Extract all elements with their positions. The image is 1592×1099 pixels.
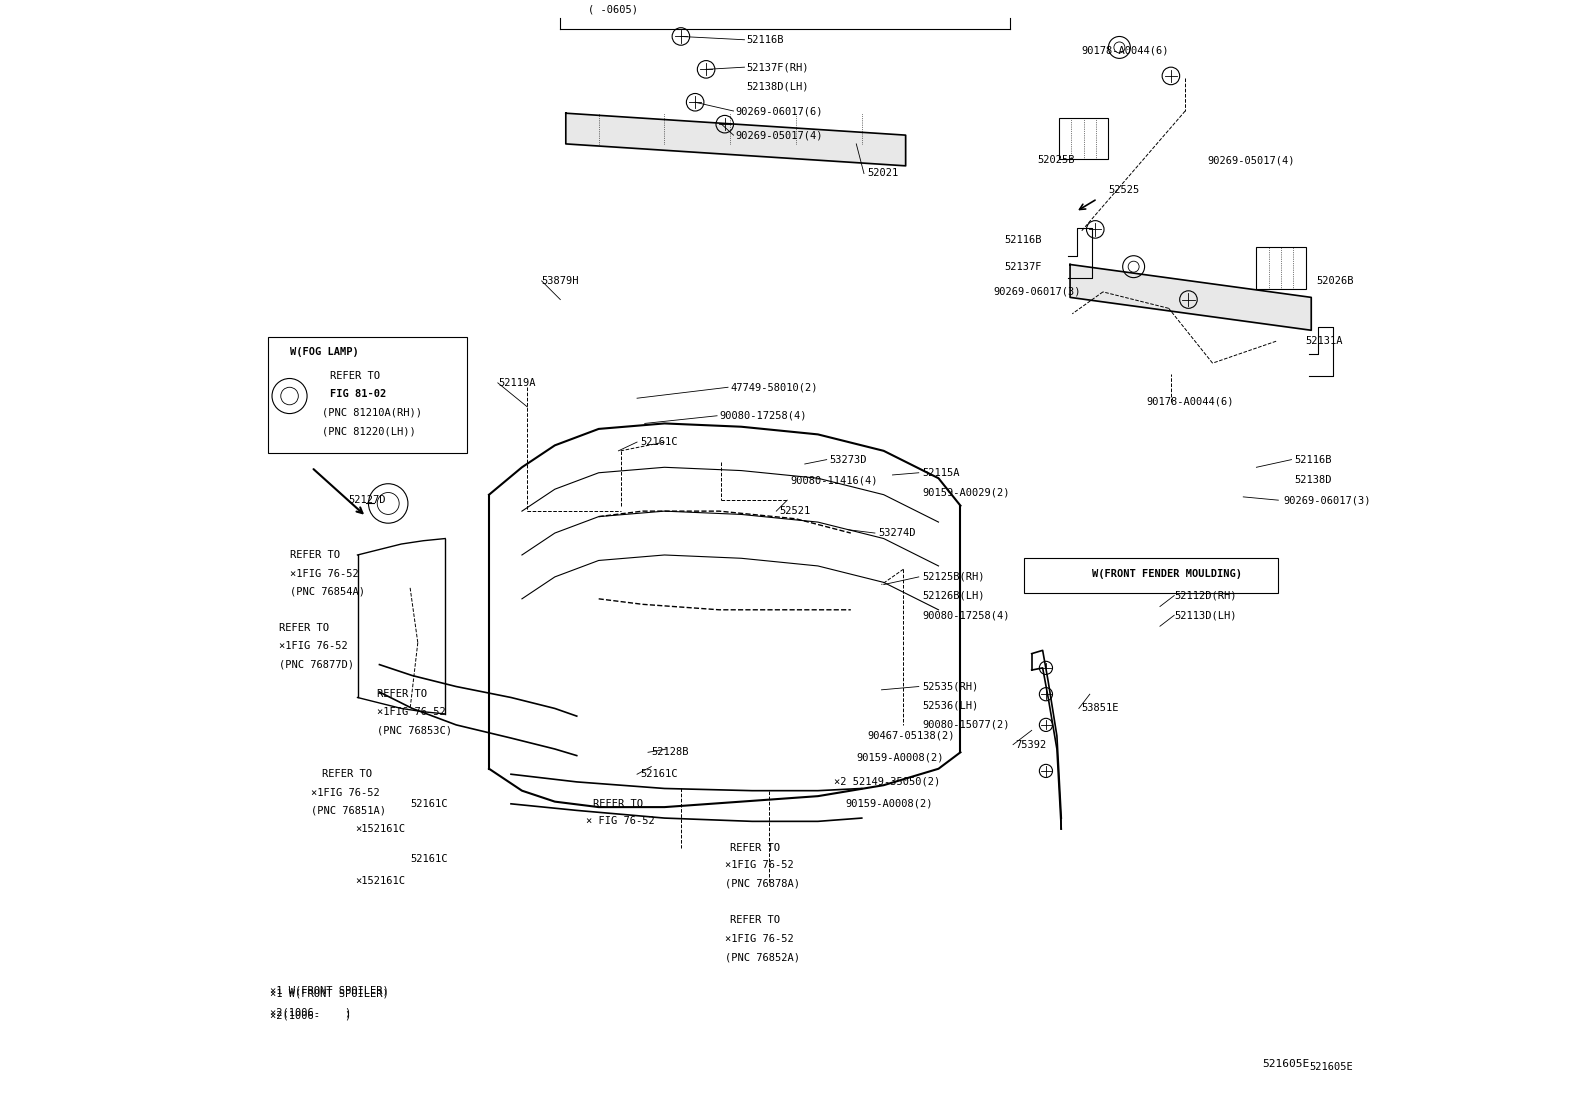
Text: 521605E: 521605E <box>1262 1059 1309 1069</box>
Text: 90159-A0008(2): 90159-A0008(2) <box>856 753 944 763</box>
Text: 52131A: 52131A <box>1305 336 1344 346</box>
Text: 52525: 52525 <box>1108 185 1140 195</box>
Text: 52161C: 52161C <box>640 437 678 447</box>
Text: FIG 81-02: FIG 81-02 <box>330 389 387 399</box>
Text: 52521: 52521 <box>780 507 810 517</box>
Text: 53273D: 53273D <box>829 455 866 465</box>
Text: ×152161C: ×152161C <box>355 824 406 834</box>
Text: 52126B(LH): 52126B(LH) <box>922 590 984 600</box>
Text: 52115A: 52115A <box>922 468 960 478</box>
Text: ( -0605): ( -0605) <box>587 4 638 14</box>
Text: ×1FIG 76-52: ×1FIG 76-52 <box>290 568 358 578</box>
Text: 90080-17258(4): 90080-17258(4) <box>720 411 807 421</box>
Text: 90269-06017(3): 90269-06017(3) <box>993 287 1081 297</box>
Text: ×152161C: ×152161C <box>355 876 406 886</box>
Text: 90080-11416(4): 90080-11416(4) <box>791 476 879 486</box>
Text: 90159-A0029(2): 90159-A0029(2) <box>922 488 1009 498</box>
Text: × FIG 76-52: × FIG 76-52 <box>586 817 654 826</box>
Text: 52026B: 52026B <box>1317 276 1355 286</box>
Text: REFER TO: REFER TO <box>323 769 373 779</box>
Text: ×1FIG 76-52: ×1FIG 76-52 <box>279 641 347 651</box>
Text: 52116B: 52116B <box>747 35 785 45</box>
Text: (PNC 76853C): (PNC 76853C) <box>377 725 452 735</box>
Text: 53274D: 53274D <box>879 528 915 539</box>
Text: 52113D(LH): 52113D(LH) <box>1175 610 1237 620</box>
Text: 52535(RH): 52535(RH) <box>922 681 979 691</box>
Text: (PNC 76852A): (PNC 76852A) <box>724 953 799 963</box>
Text: REFER TO: REFER TO <box>377 689 427 699</box>
Text: (PNC 76854A): (PNC 76854A) <box>290 586 365 596</box>
Text: ×1 W(FRONT SPOILER): ×1 W(FRONT SPOILER) <box>269 986 388 996</box>
Text: 52138D: 52138D <box>1294 476 1333 486</box>
Text: 90080-17258(4): 90080-17258(4) <box>922 610 1009 620</box>
Text: 52119A: 52119A <box>498 378 535 388</box>
Text: ×1FIG 76-52: ×1FIG 76-52 <box>312 788 380 798</box>
Text: 90178-A0044(6): 90178-A0044(6) <box>1146 397 1234 407</box>
Text: 90269-06017(6): 90269-06017(6) <box>736 106 823 116</box>
Text: ×2(1006-    ): ×2(1006- ) <box>269 1008 352 1018</box>
Text: REFER TO: REFER TO <box>330 371 380 381</box>
Text: ×1FIG 76-52: ×1FIG 76-52 <box>724 861 793 870</box>
Text: ×1 W(FRONT SPOILER): ×1 W(FRONT SPOILER) <box>269 988 388 999</box>
Text: REFER TO: REFER TO <box>594 799 643 809</box>
Text: REFER TO: REFER TO <box>731 843 780 853</box>
Text: 90467-05138(2): 90467-05138(2) <box>868 731 955 741</box>
Text: 52128B: 52128B <box>651 747 689 757</box>
Text: (PNC 81220(LH)): (PNC 81220(LH)) <box>323 426 416 436</box>
Text: W(FRONT FENDER MOULDING): W(FRONT FENDER MOULDING) <box>1092 568 1242 578</box>
Text: (PNC 76878A): (PNC 76878A) <box>724 879 799 889</box>
Text: ×2(1006-    ): ×2(1006- ) <box>269 1010 352 1020</box>
Text: 52025B: 52025B <box>1036 155 1075 165</box>
Text: REFER TO: REFER TO <box>731 915 780 925</box>
Text: 53851E: 53851E <box>1081 703 1119 713</box>
Text: ×1FIG 76-52: ×1FIG 76-52 <box>724 934 793 944</box>
Text: 52116B: 52116B <box>1294 455 1333 465</box>
Text: (PNC 76851A): (PNC 76851A) <box>312 806 387 815</box>
Text: 75392: 75392 <box>1016 740 1046 750</box>
Text: 53879H: 53879H <box>541 276 579 286</box>
Text: (PNC 76877D): (PNC 76877D) <box>279 659 353 669</box>
Text: 90269-06017(3): 90269-06017(3) <box>1283 496 1371 506</box>
Text: ×2 52149-35050(2): ×2 52149-35050(2) <box>834 777 941 787</box>
Text: 47749-58010(2): 47749-58010(2) <box>731 382 818 392</box>
Text: 90159-A0008(2): 90159-A0008(2) <box>845 799 933 809</box>
Bar <box>1256 247 1305 289</box>
Text: REFER TO: REFER TO <box>290 550 339 560</box>
Text: 52116B: 52116B <box>1005 235 1041 245</box>
Text: 52127D: 52127D <box>349 496 387 506</box>
Text: 52021: 52021 <box>868 168 898 178</box>
Bar <box>1059 118 1108 159</box>
Text: REFER TO: REFER TO <box>279 623 328 633</box>
Text: 52161C: 52161C <box>411 854 447 864</box>
Text: 90080-15077(2): 90080-15077(2) <box>922 720 1009 730</box>
Text: 521605E: 521605E <box>1309 1062 1353 1072</box>
Text: 52138D(LH): 52138D(LH) <box>747 82 809 92</box>
Text: ×1FIG 76-52: ×1FIG 76-52 <box>377 707 446 717</box>
Text: 90178-A0044(6): 90178-A0044(6) <box>1081 46 1169 56</box>
Text: 90269-05017(4): 90269-05017(4) <box>1207 155 1294 165</box>
Text: 52137F(RH): 52137F(RH) <box>747 63 809 73</box>
Text: 52112D(RH): 52112D(RH) <box>1175 590 1237 600</box>
Text: (PNC 81210A(RH)): (PNC 81210A(RH)) <box>323 408 422 418</box>
Text: W(FOG LAMP): W(FOG LAMP) <box>290 347 358 357</box>
Text: 52161C: 52161C <box>640 769 678 779</box>
Text: 52137F: 52137F <box>1005 262 1041 271</box>
Text: 90269-05017(4): 90269-05017(4) <box>736 130 823 141</box>
Text: 52125B(RH): 52125B(RH) <box>922 571 984 581</box>
Text: 52536(LH): 52536(LH) <box>922 700 979 710</box>
Text: 52161C: 52161C <box>411 799 447 809</box>
